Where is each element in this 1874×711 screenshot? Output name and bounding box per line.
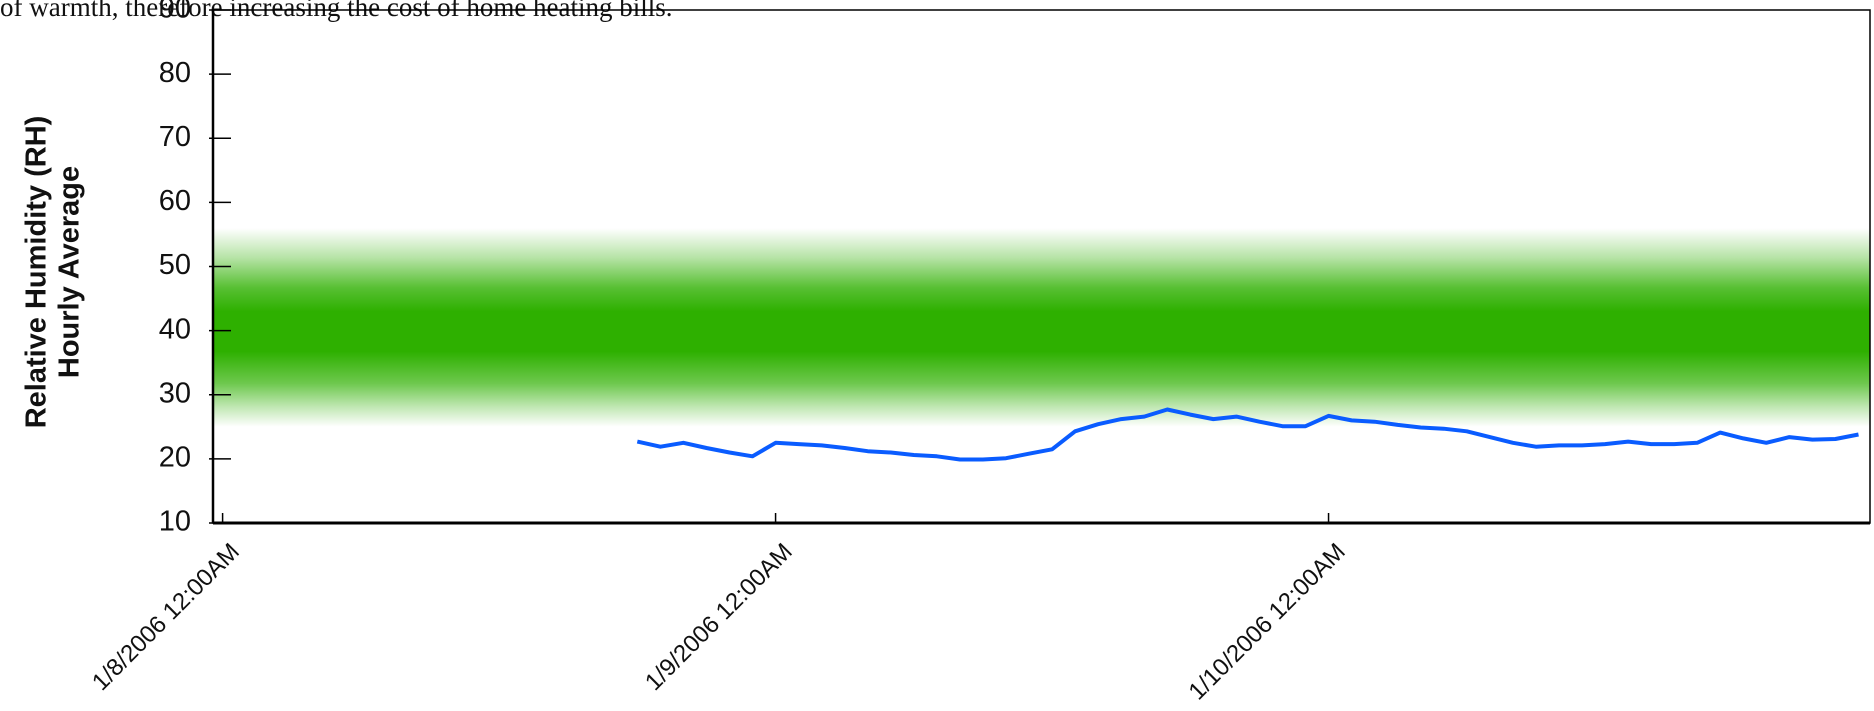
annotation: of warmth, therefore increasing the cost… [0, 0, 673, 22]
x-tick-label: 1/8/2006 12:00AM [87, 538, 245, 696]
target-band [213, 228, 1870, 427]
y-tick-label: 80 [159, 57, 191, 89]
data-line [636, 407, 1859, 462]
y-tick-label: 90 [159, 0, 191, 25]
x-tick-label: 1/9/2006 12:00AM [640, 538, 798, 696]
y-tick-label: 30 [159, 377, 191, 409]
y-tick-label: 50 [159, 249, 191, 281]
y-tick-label: 10 [159, 506, 191, 538]
y-tick-label: 70 [159, 121, 191, 153]
y-tick-label: 40 [159, 313, 191, 345]
y-tick-label: 60 [159, 185, 191, 217]
y-tick-label: 20 [159, 442, 191, 474]
x-tick-label: 1/10/2006 12:00AM [1184, 538, 1351, 705]
y-axis-title: Relative Humidity (RH) [21, 116, 53, 429]
y-axis-title: Hourly Average [54, 166, 86, 378]
